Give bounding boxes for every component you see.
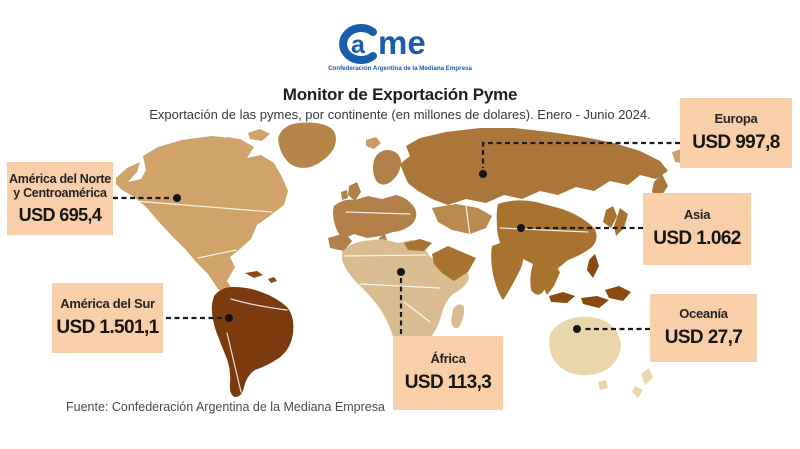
caribbean-islands — [268, 277, 277, 283]
connector-dot-europa — [479, 170, 487, 178]
source-note: Fuente: Confederación Argentina de la Me… — [66, 400, 385, 414]
arctic-island — [196, 146, 210, 156]
callout-africa: África USD 113,3 — [393, 336, 503, 410]
australia-landmass — [549, 316, 621, 376]
callout-value: USD 27,7 — [664, 326, 743, 348]
russia-landmass — [400, 128, 668, 205]
britain-landmass — [348, 182, 361, 201]
connector-dot-south-america — [225, 314, 233, 322]
arctic-island — [248, 129, 270, 141]
central-asia-landmass — [432, 204, 492, 234]
arctic-island — [216, 137, 242, 150]
page-subtitle: Exportación de las pymes, por continente… — [149, 107, 651, 122]
callout-label: Oceanía — [679, 306, 728, 322]
callout-label: Europa — [714, 111, 758, 127]
greenland-landmass — [278, 122, 336, 168]
philippines-landmass — [587, 254, 599, 278]
korea-landmass — [603, 206, 617, 228]
page-title: Monitor de Exportación Pyme — [282, 85, 518, 104]
callout-connectors — [113, 141, 680, 336]
north-america-landmass — [116, 136, 288, 298]
callout-oceania: Oceanía USD 27,7 — [650, 294, 757, 362]
callout-europa: Europa USD 997,8 — [680, 98, 792, 168]
callout-value: USD 1.062 — [653, 227, 741, 249]
south-america-landmass — [211, 287, 294, 397]
iberia-landmass — [328, 233, 352, 251]
japan-landmass — [614, 208, 628, 236]
callout-asia: Asia USD 1.062 — [643, 193, 751, 265]
callout-south-america: América del Sur USD 1.501,1 — [52, 283, 163, 353]
china-landmass — [496, 200, 597, 295]
svg-text:me: me — [378, 24, 426, 61]
callout-label: América del Norte y Centroamérica — [9, 171, 111, 200]
callout-label: África — [430, 351, 466, 367]
callout-value: USD 997,8 — [692, 131, 780, 153]
iceland-landmass — [366, 137, 381, 149]
connector-dot-oceania — [573, 325, 581, 333]
new-zealand-landmass — [641, 368, 653, 385]
came-logo-icon: a me Confederación Argentina de la Media… — [328, 24, 472, 72]
callout-label: Asia — [683, 207, 711, 223]
connector-dot-asia — [517, 224, 525, 232]
europe-mainland — [333, 195, 417, 239]
caribbean-islands — [245, 271, 263, 278]
southeast-asia-landmass — [540, 262, 560, 295]
indonesia-landmass — [549, 292, 575, 303]
svg-text:a: a — [351, 31, 366, 59]
callout-value: USD 1.501,1 — [56, 316, 159, 338]
connector-europa — [481, 141, 680, 168]
madagascar-landmass — [451, 304, 465, 329]
callout-value: USD 113,3 — [404, 371, 492, 393]
tasmania-landmass — [598, 380, 608, 390]
new-zealand-landmass — [632, 386, 643, 398]
indonesia-landmass — [581, 296, 609, 308]
callout-label: América del Sur — [60, 296, 155, 312]
africa-landmass — [342, 239, 469, 354]
kamchatka-landmass — [652, 174, 668, 198]
callout-value: USD 695,4 — [18, 204, 102, 225]
connector-dot-north-america — [173, 194, 181, 202]
callout-north-central-america: América del Norte y Centroamérica USD 69… — [7, 162, 113, 235]
scandinavia-landmass — [373, 150, 401, 185]
country-borders — [133, 200, 589, 393]
connector-dot-africa — [397, 268, 405, 276]
ireland-landmass — [341, 190, 348, 200]
new-guinea-landmass — [605, 286, 631, 301]
came-logo: a me Confederación Argentina de la Media… — [325, 20, 475, 81]
came-logo-tagline: Confederación Argentina de la Mediana Em… — [328, 65, 472, 72]
arabia-landmass — [432, 246, 476, 281]
turkey-landmass — [404, 239, 432, 251]
